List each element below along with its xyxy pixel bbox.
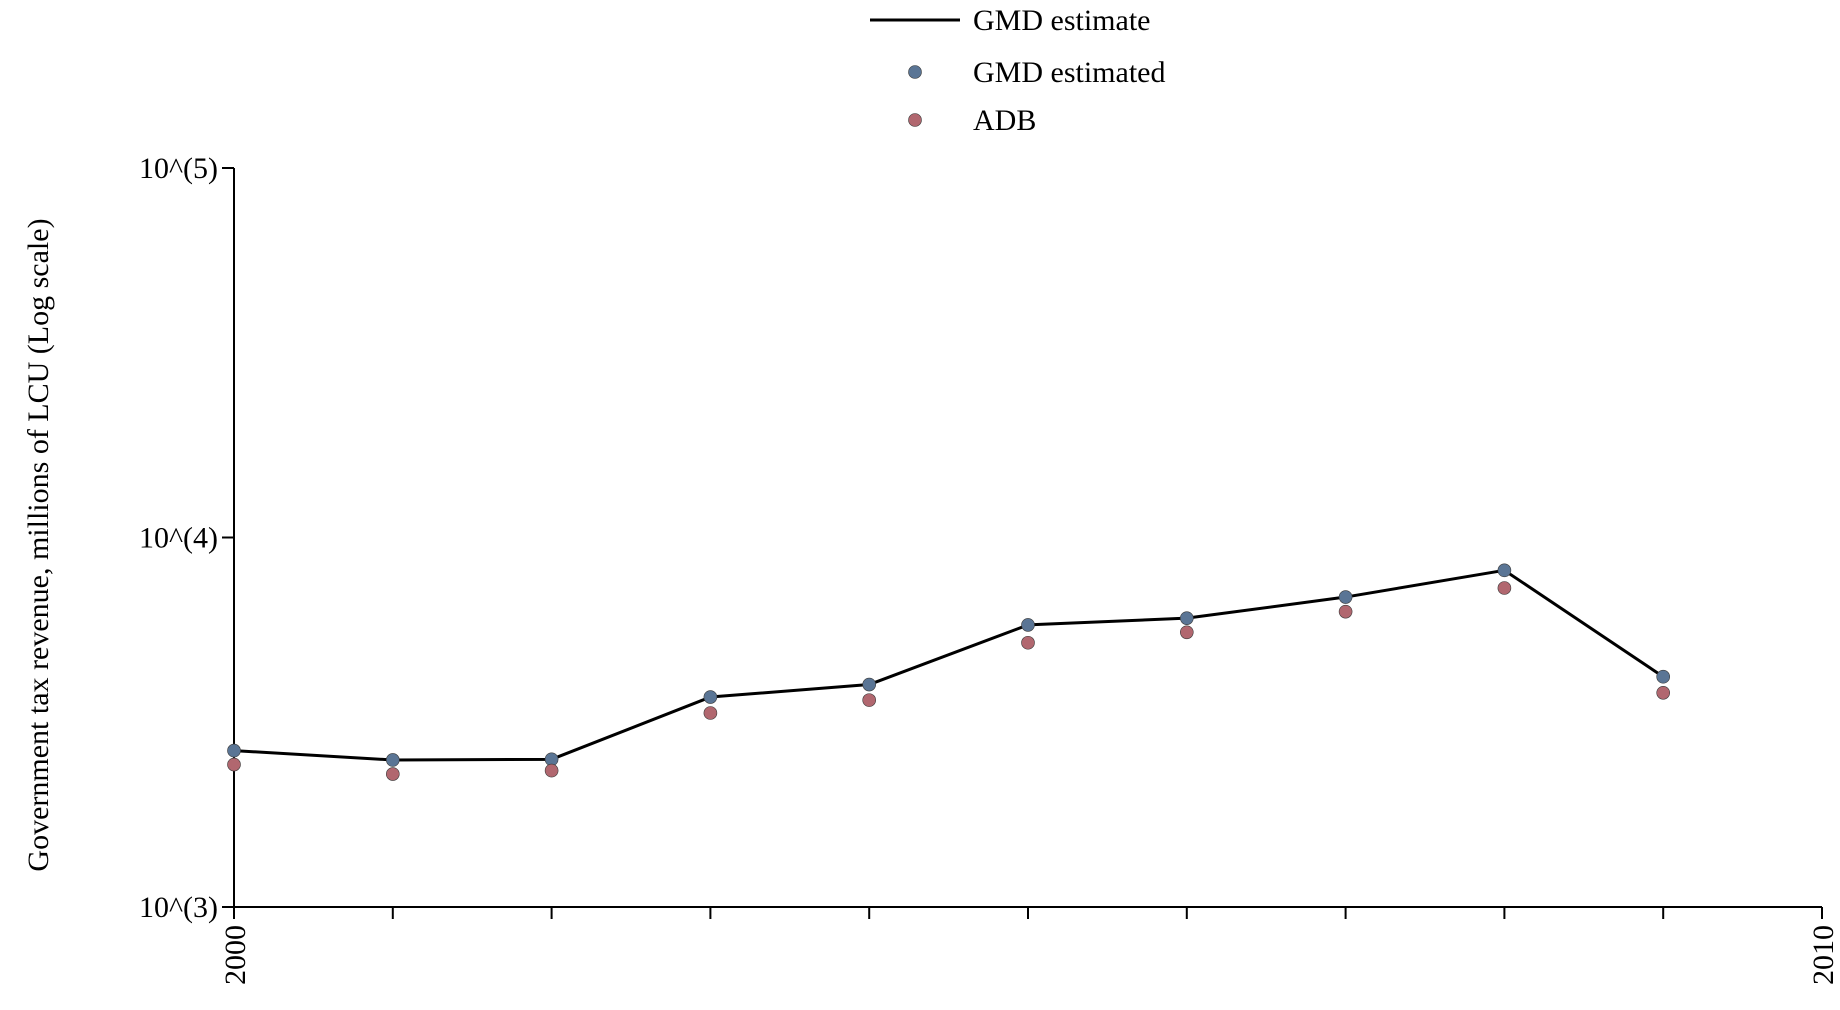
data-point — [1021, 635, 1035, 650]
scatter-series-1 — [227, 563, 1670, 767]
data-point — [385, 753, 400, 767]
legend-marker-swatch — [908, 65, 922, 79]
legend-label: GMD estimated — [973, 56, 1165, 89]
legend-label: GMD estimate — [973, 4, 1150, 37]
data-point — [1338, 604, 1353, 619]
x-tick-label: 2000 — [219, 925, 252, 985]
x-ticks: 2000 2010 — [219, 907, 1840, 985]
legend-label: ADB — [973, 104, 1036, 137]
data-point — [862, 677, 877, 692]
data-point — [385, 767, 400, 781]
data-point — [1021, 618, 1035, 632]
data-point — [703, 706, 718, 720]
axes: 10^(3) 10^(4) 10^(5) 2000 2010 Government t… — [22, 152, 1840, 985]
data-point — [1656, 685, 1670, 700]
legend-marker-swatch — [908, 113, 922, 127]
plot-area — [227, 563, 1670, 781]
y-ticks: 10^(3) 10^(4) 10^(5) — [139, 152, 234, 924]
data-point — [227, 757, 241, 772]
data-point — [1180, 625, 1194, 640]
data-point — [1656, 669, 1670, 684]
y-tick-label: 10^(5) — [139, 152, 218, 185]
data-point — [1497, 563, 1512, 578]
data-point — [227, 743, 241, 758]
data-point — [1497, 581, 1512, 595]
data-point — [1338, 590, 1353, 604]
y-tick-label: 10^(4) — [139, 522, 218, 555]
data-point — [544, 763, 559, 778]
data-point — [862, 693, 877, 707]
scatter-series-2 — [227, 581, 1670, 781]
x-tick-label: 2010 — [1807, 925, 1840, 985]
y-tick-label: 10^(3) — [139, 891, 218, 924]
data-point — [703, 690, 718, 704]
data-point — [1180, 611, 1194, 625]
series-line-gmd-estimate — [233, 568, 1665, 762]
y-axis-title: Government tax revenue, millions of LCU … — [22, 218, 55, 871]
legend: GMD estimate GMD estimated ADB — [870, 4, 1165, 137]
